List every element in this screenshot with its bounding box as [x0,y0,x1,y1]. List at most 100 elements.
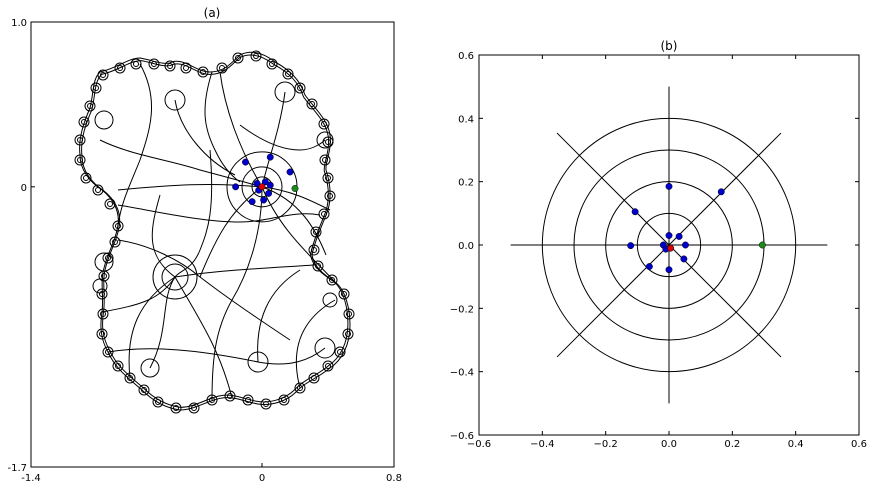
panel-a-y-tick-label: -1.7 [7,463,27,474]
panel-b-x-tick-label: −0.6 [467,439,491,450]
boundary-curve [79,51,351,411]
edge-ring [308,372,320,384]
panel-b-y-tick-label: −0.2 [450,304,474,315]
level-curve [174,99,236,176]
edge-ring [334,346,346,358]
edge-ring-inner [311,247,317,253]
edge-ring [97,69,109,81]
panel-b-green-point [758,241,766,249]
edge-ring [152,396,164,408]
focus-ring [164,89,186,111]
level-curve [261,186,336,283]
edge-ring-inner [269,61,275,67]
edge-ring [188,402,200,414]
panel-b-blue-point [682,241,689,249]
polar-ray [556,244,670,358]
edge-ring [148,58,160,70]
edge-ring [319,154,331,166]
panel-b-x-tick-label: 0.6 [851,439,867,450]
level-curve [219,71,263,188]
panel-a-blue-point [266,153,274,161]
panel-b-title: (b) [661,39,678,53]
edge-ring [232,52,244,64]
panel-b: (b) −0.6 −0.4 −0.2 0.0 0.2 0.4 0.6 0.6 0.4 0.2 0.0… [450,39,867,450]
level-curve [204,71,241,183]
edge-ring-inner [235,55,241,61]
level-curve [101,276,176,313]
level-curve [128,276,176,379]
edge-ring-inner [341,291,347,297]
edge-ring [343,308,355,320]
edge-ring-inner [100,72,106,78]
edge-ring [96,328,108,340]
edge-ring [322,172,334,184]
panel-a-blue-point [260,196,268,204]
edge-ring-inner [107,201,113,207]
focus-ring [161,263,189,291]
edge-ring-inner [167,63,173,69]
edge-ring [324,190,336,202]
edge-ring [97,308,109,320]
edge-ring-inner [263,401,269,407]
polar-ray [668,244,782,358]
edge-ring-inner [285,71,291,77]
edge-ring [242,394,254,406]
edge-ring [96,288,108,300]
level-curve [117,183,331,211]
edge-ring-inner [151,61,157,67]
level-curve [99,139,263,188]
panel-a-red-point [258,183,266,191]
edge-ring-inner [99,291,105,297]
edge-ring [322,360,334,372]
edge-ring [102,252,114,264]
level-curve [117,63,152,226]
panel-a-x-tick-label: -1.4 [21,473,41,484]
panel-b-y-tick-label: −0.6 [450,431,474,442]
edge-ring-inner [191,405,197,411]
edge-ring [318,208,330,220]
edge-ring-inner [117,65,123,71]
edge-ring-inner [173,405,179,411]
level-curve [117,239,291,341]
panel-b-blue-point [665,182,673,190]
panel-a-contours [74,50,355,414]
edge-ring [104,198,116,210]
edge-ring [92,184,104,196]
edge-ring [78,116,90,128]
edge-ring [306,98,318,110]
edge-ring [318,118,330,130]
edge-ring [326,274,338,286]
edge-ring [130,58,142,70]
panel-a-x-tick-label: 0 [259,473,265,484]
panel-b-blue-point [680,255,688,263]
panel-b-red-point [667,244,675,252]
panel-b-ticks: −0.6 −0.4 −0.2 0.0 0.2 0.4 0.6 0.6 0.4 0.2 0.0 −0.2… [450,51,867,450]
level-curve [261,186,327,256]
edge-ring [216,62,228,74]
edge-ring-inner [105,255,111,261]
panel-b-x-tick-label: 0.0 [661,439,677,450]
panel-a-blue-point [266,181,274,189]
panel-a-blue-point [232,183,240,191]
panel-b-blue-point [665,232,673,239]
edge-ring-inner [219,65,225,71]
edge-ring-inner [99,331,105,337]
focus-ring [322,292,338,308]
edge-ring-inner [322,157,328,163]
edge-ring-inner [93,85,99,91]
panel-b-blue-point [627,242,635,250]
level-curve [211,186,263,401]
panel-a-blue-point [265,189,273,197]
edge-ring [342,328,354,340]
edge-ring [197,66,209,78]
level-curve [149,276,176,369]
edge-ring-inner [227,393,233,399]
panel-a-x-tick-label: 0.8 [386,473,402,484]
edge-ring-inner [141,387,147,393]
edge-ring-inner [81,119,87,125]
edge-ring-inner [77,137,83,143]
panel-a-frame [30,21,395,468]
edge-ring [260,398,272,410]
edge-ring-inner [87,103,93,109]
edge-ring [102,346,114,358]
